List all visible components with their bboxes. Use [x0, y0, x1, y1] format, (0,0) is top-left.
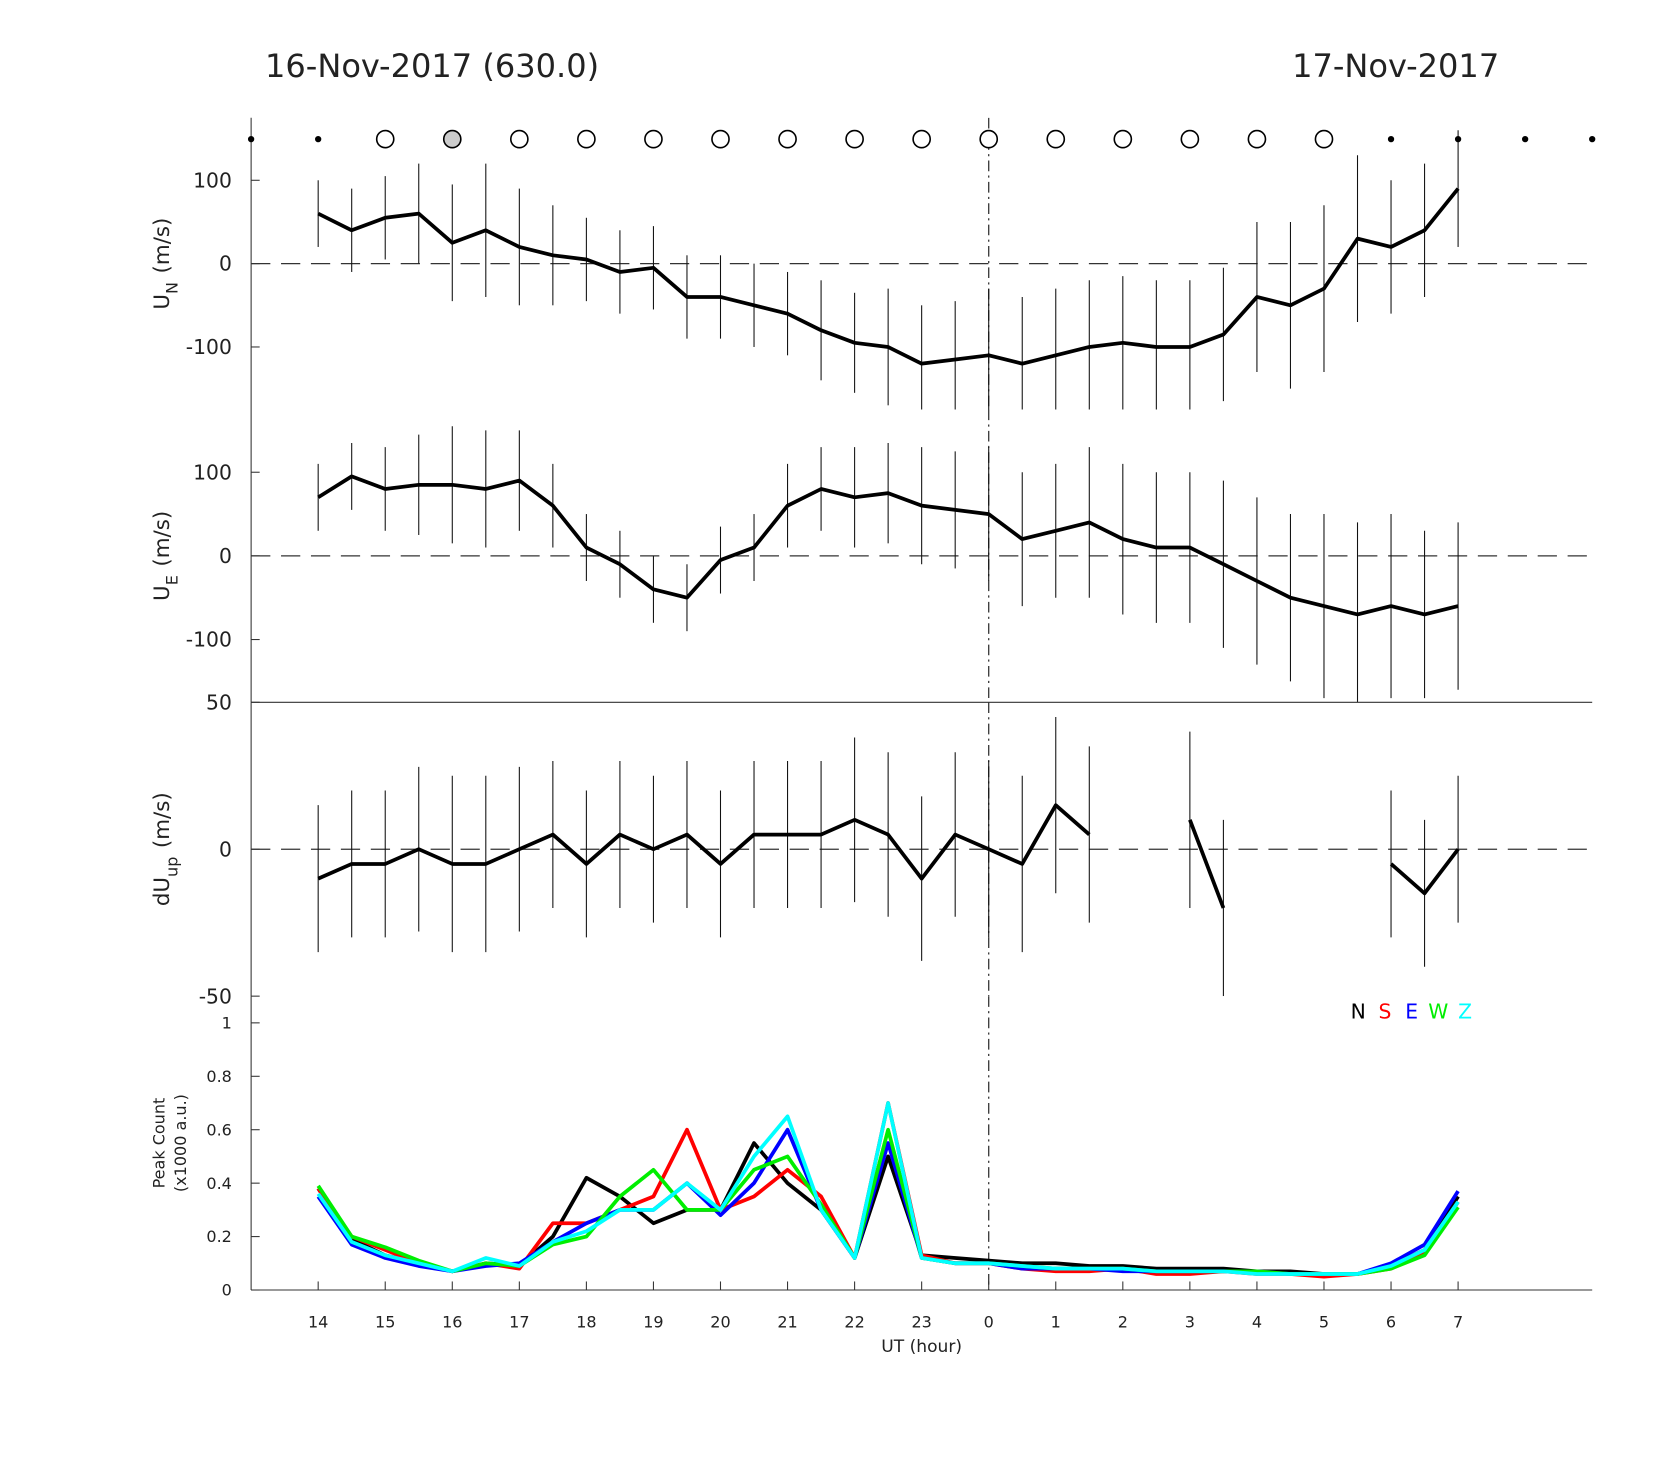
status-dot — [247, 135, 255, 143]
status-circle — [1180, 129, 1200, 149]
y-label-unit: (m/s) — [150, 792, 175, 848]
y-tick-label: 0 — [219, 837, 232, 861]
status-dot — [1454, 135, 1462, 143]
status-circle — [1314, 129, 1334, 149]
x-tick-label: 20 — [710, 1312, 730, 1331]
status-circle — [442, 129, 462, 149]
x-tick-label: 6 — [1386, 1312, 1396, 1331]
y-label-sub: up — [162, 857, 181, 877]
plot-area — [251, 409, 1593, 703]
status-circle — [509, 129, 529, 149]
series-line — [316, 1101, 1460, 1276]
plot-area — [251, 117, 1593, 410]
status-dot — [1521, 135, 1529, 143]
y-axis-label: UE (m/s) — [150, 511, 182, 601]
x-tick-label: 16 — [442, 1312, 462, 1331]
y-tick-label: 0.2 — [206, 1227, 231, 1246]
y-tick-label: 0 — [219, 544, 232, 568]
y-tick-label: 0 — [219, 252, 232, 276]
status-circle — [711, 129, 730, 149]
y-tick-label: 1 — [222, 1013, 232, 1032]
x-tick-label: 18 — [576, 1312, 596, 1331]
series-line — [317, 803, 1460, 909]
y-tick-label: 100 — [193, 460, 232, 484]
status-circle — [577, 129, 596, 149]
y-label-main: U — [150, 585, 175, 601]
x-tick-label: 2 — [1118, 1312, 1128, 1331]
legend-entry: W — [1428, 1000, 1448, 1024]
x-tick-label: 23 — [911, 1312, 931, 1331]
status-dot — [1589, 135, 1596, 143]
status-circle — [845, 129, 864, 149]
status-circle — [912, 129, 932, 149]
status-dot — [315, 135, 322, 143]
x-tick-label: 5 — [1319, 1312, 1329, 1331]
y-label-unit: (m/s) — [150, 511, 175, 567]
legend-entry: Z — [1458, 1000, 1472, 1024]
y-label-main: dU — [150, 877, 175, 906]
status-circle — [778, 129, 797, 149]
x-tick-label: 17 — [509, 1312, 529, 1331]
y-label-main: U — [150, 294, 175, 310]
x-tick-label: 15 — [375, 1312, 395, 1331]
x-tick-label: 0 — [984, 1312, 994, 1331]
y-axis-label: UN (m/s) — [150, 218, 182, 310]
status-circle — [1247, 129, 1267, 149]
x-tick-label: 14 — [308, 1312, 328, 1331]
y-label-unit: (m/s) — [150, 218, 175, 274]
y-tick-label: 0.4 — [206, 1174, 231, 1193]
series-line — [317, 474, 1459, 617]
plot-area — [251, 702, 1593, 997]
x-axis-label: UT (hour) — [881, 1337, 962, 1357]
x-tick-label: 21 — [777, 1312, 797, 1331]
x-tick-label: 7 — [1453, 1312, 1463, 1331]
y-tick-label: -100 — [186, 628, 232, 652]
x-tick-label: 1 — [1051, 1312, 1061, 1331]
y-tick-label: -50 — [199, 984, 232, 1008]
x-tick-label: 22 — [844, 1312, 864, 1331]
x-tick-label: 3 — [1185, 1312, 1195, 1331]
chart-title: 16-Nov-2017 (630.0) — [265, 47, 599, 85]
y-label-sub: N — [162, 282, 181, 294]
y-tick-label: 0.6 — [206, 1120, 231, 1139]
y-tick-label: 0.8 — [206, 1067, 231, 1086]
y-tick-label: 0 — [222, 1281, 232, 1300]
legend-entry: N — [1351, 1000, 1366, 1024]
y-tick-label: 100 — [193, 168, 232, 192]
status-circle — [1046, 129, 1066, 149]
status-circle — [979, 129, 999, 149]
x-tick-label: 19 — [643, 1312, 663, 1331]
status-dot — [1387, 135, 1395, 143]
series-line — [317, 187, 1460, 366]
status-circle — [375, 129, 395, 149]
legend-entry: S — [1378, 1000, 1391, 1024]
series-line — [316, 1127, 1460, 1276]
status-circle — [1113, 129, 1133, 149]
chart-subtitle: 17-Nov-2017 — [1292, 47, 1499, 85]
y-tick-label: -100 — [186, 335, 232, 359]
series-line — [316, 1141, 1460, 1276]
series-line — [316, 1127, 1460, 1276]
legend-entry: E — [1405, 1000, 1418, 1024]
y-label-sub: E — [162, 575, 181, 585]
y-axis-label: dUup (m/s) — [150, 792, 182, 906]
x-tick-label: 4 — [1252, 1312, 1262, 1331]
status-circle — [644, 129, 663, 149]
y-axis-label: Peak Count — [150, 1098, 169, 1189]
y-axis-label: (x1000 a.u.) — [171, 1094, 190, 1192]
y-tick-label: 50 — [206, 690, 232, 714]
plot-area — [316, 996, 1460, 1291]
